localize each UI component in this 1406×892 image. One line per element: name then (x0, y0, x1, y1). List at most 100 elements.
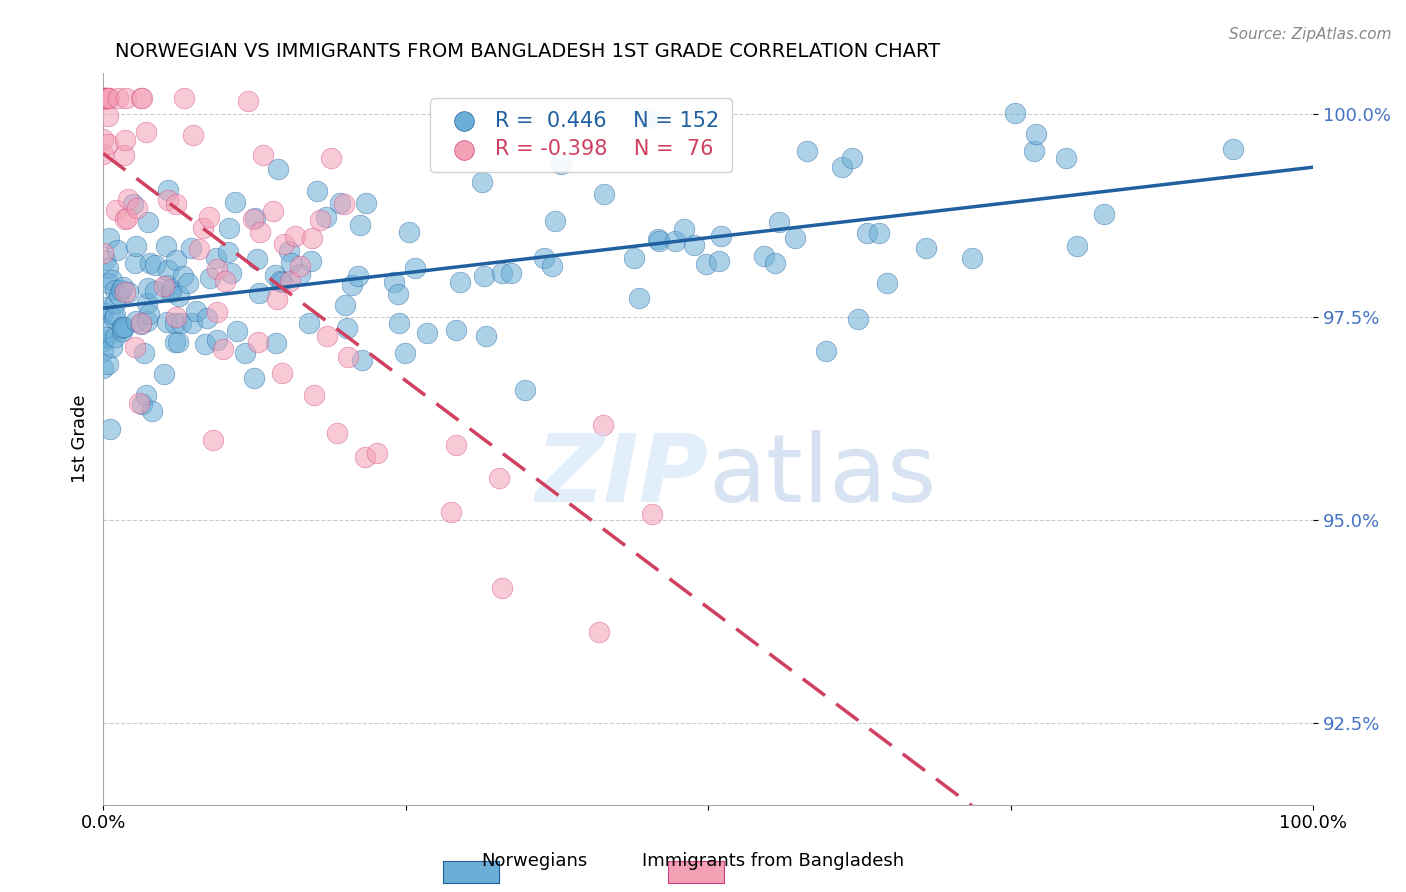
Point (1156, 879, 1178, 892)
Point (1025, 128, 1047, 142)
Point (247, 285, 270, 300)
Point (472, 268, 495, 283)
Point (110, 284, 132, 298)
Point (155, 238, 177, 252)
Point (94, 91, 117, 105)
Point (177, 276, 200, 290)
Point (1092, 206, 1115, 220)
Point (98, 422, 121, 436)
Point (153, 367, 176, 381)
Point (170, 316, 193, 330)
Point (387, 287, 409, 301)
Point (298, 316, 321, 330)
Point (135, 314, 157, 328)
Point (1004, 106, 1026, 120)
Point (180, 241, 202, 255)
Point (132, 346, 155, 360)
Point (593, 186, 616, 201)
Point (301, 231, 323, 245)
Point (841, 151, 863, 165)
Point (111, 324, 134, 338)
Point (124, 340, 146, 354)
Point (544, 213, 567, 227)
Text: atlas: atlas (709, 430, 936, 522)
Point (752, 249, 775, 263)
Point (194, 337, 217, 351)
Point (415, 326, 437, 340)
Point (309, 213, 332, 227)
Point (191, 221, 214, 235)
Point (165, 252, 187, 267)
Point (96, 91, 118, 105)
Point (217, 244, 239, 259)
Point (124, 256, 146, 270)
Point (353, 450, 375, 465)
Point (101, 340, 124, 354)
Point (267, 161, 290, 176)
Text: Immigrants from Bangladesh: Immigrants from Bangladesh (643, 852, 904, 870)
Point (647, 232, 669, 246)
Point (350, 353, 373, 368)
Text: NORWEGIAN VS IMMIGRANTS FROM BANGLADESH 1ST GRADE CORRELATION CHART: NORWEGIAN VS IMMIGRANTS FROM BANGLADESH … (115, 42, 941, 61)
Point (394, 346, 416, 360)
Point (201, 433, 224, 447)
Point (112, 320, 135, 334)
Point (112, 148, 135, 162)
Point (115, 91, 138, 105)
Point (475, 329, 498, 343)
Point (398, 225, 420, 239)
Point (104, 283, 127, 297)
Point (141, 404, 163, 418)
Point (218, 220, 240, 235)
Point (533, 252, 555, 266)
Point (104, 296, 127, 310)
Point (831, 160, 853, 174)
Point (181, 316, 204, 330)
Point (513, 383, 536, 397)
Point (796, 144, 818, 158)
Point (269, 274, 291, 288)
Point (284, 229, 307, 244)
Point (219, 267, 242, 281)
Point (136, 281, 159, 295)
Point (326, 426, 349, 441)
Point (915, 240, 938, 254)
Point (868, 227, 890, 241)
Point (96, 91, 118, 105)
Point (135, 388, 157, 402)
Point (139, 256, 162, 270)
Point (91, 361, 114, 376)
Point (97, 109, 120, 123)
Point (316, 329, 339, 343)
Point (107, 91, 129, 105)
Point (205, 252, 228, 266)
Point (815, 343, 838, 358)
Point (97, 276, 120, 290)
Point (167, 334, 190, 349)
Point (280, 274, 302, 288)
Point (188, 242, 211, 256)
Point (165, 310, 187, 324)
Point (243, 211, 266, 225)
Point (207, 305, 229, 319)
Point (160, 285, 183, 299)
Point (101, 273, 124, 287)
Point (288, 268, 311, 282)
Point (876, 276, 898, 290)
Point (124, 314, 146, 328)
Point (155, 277, 177, 292)
Point (128, 396, 150, 410)
Point (488, 470, 510, 484)
Point (695, 257, 717, 271)
Point (404, 260, 426, 275)
Y-axis label: 1st Grade: 1st Grade (72, 395, 89, 483)
Point (333, 197, 356, 211)
Point (641, 508, 664, 522)
Point (195, 311, 218, 326)
Point (277, 244, 299, 259)
Point (305, 185, 328, 199)
Point (104, 308, 127, 322)
Point (111, 280, 134, 294)
Point (471, 175, 494, 189)
Point (125, 202, 148, 216)
